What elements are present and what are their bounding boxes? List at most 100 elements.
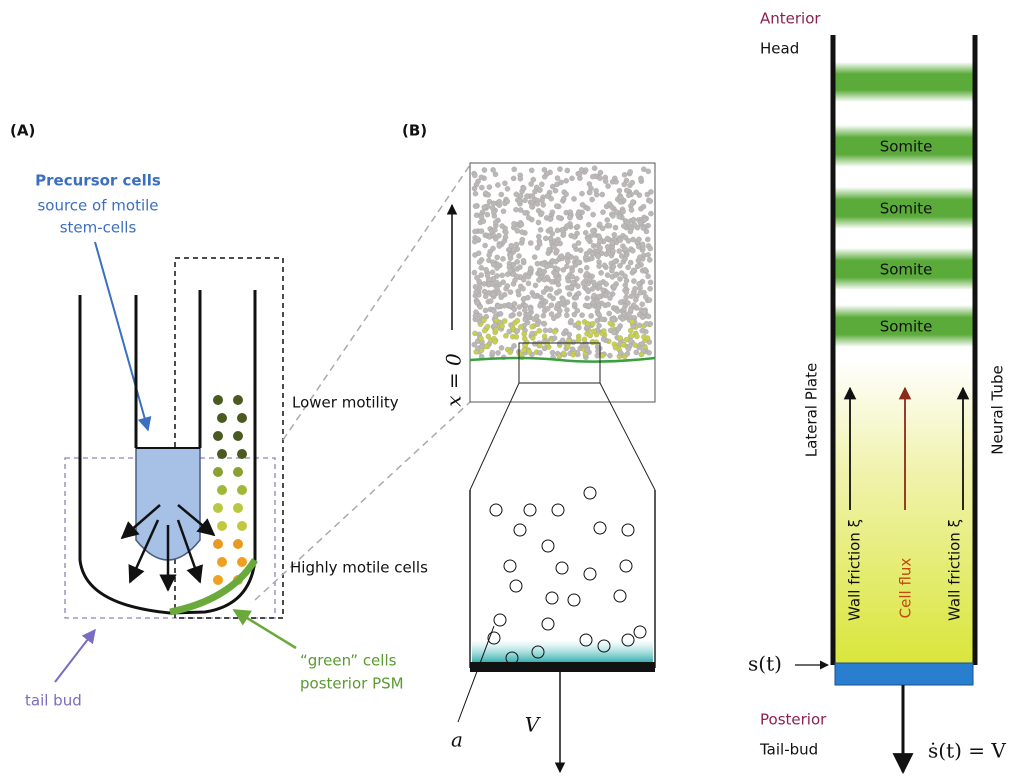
particle	[623, 294, 629, 301]
particle	[507, 302, 513, 309]
radius-label: a	[451, 728, 463, 752]
particle	[514, 328, 521, 334]
particle	[637, 254, 643, 261]
particle	[586, 303, 593, 310]
particle	[623, 187, 630, 194]
particle	[507, 289, 514, 295]
particle	[641, 308, 648, 315]
particle	[602, 292, 609, 299]
particle	[617, 299, 624, 306]
particle	[575, 337, 582, 343]
particle	[563, 191, 569, 197]
particle	[478, 265, 485, 271]
somite-label: Somite	[880, 138, 933, 156]
particle	[607, 295, 613, 301]
particle	[609, 268, 615, 274]
cell	[213, 395, 223, 405]
particle	[640, 203, 647, 210]
particle	[565, 343, 571, 350]
particle	[631, 221, 638, 228]
particle	[481, 204, 488, 210]
green-cells-band	[169, 558, 258, 616]
particle	[565, 258, 571, 265]
particle	[479, 343, 485, 350]
particle	[577, 267, 584, 274]
particle	[589, 339, 596, 346]
cell	[237, 521, 247, 531]
particle	[637, 289, 644, 296]
panel-b: (B) x = 0 a V	[402, 122, 656, 774]
particle	[554, 203, 560, 209]
particle	[618, 270, 625, 276]
particle	[531, 341, 538, 347]
particle	[564, 223, 570, 229]
particle	[624, 351, 631, 357]
particle	[587, 332, 593, 339]
particle	[522, 210, 528, 216]
radius-pointer	[457, 625, 495, 723]
particle	[552, 187, 559, 194]
particle	[490, 209, 497, 216]
particle	[472, 172, 478, 179]
particle	[615, 326, 622, 332]
particle	[594, 352, 601, 359]
cell	[217, 413, 227, 423]
particle	[554, 302, 561, 308]
particle	[565, 251, 571, 258]
particle	[541, 333, 548, 340]
cell	[493, 613, 507, 627]
particle	[513, 206, 519, 213]
particle	[599, 316, 605, 322]
particle	[503, 229, 509, 236]
cell	[217, 485, 227, 495]
particle	[522, 316, 529, 323]
particle	[478, 174, 485, 181]
particle	[648, 210, 654, 217]
particle	[643, 294, 649, 300]
somite-band	[834, 305, 974, 347]
particle	[537, 187, 543, 193]
particle	[541, 268, 548, 275]
particle	[542, 327, 549, 334]
particle	[493, 317, 500, 324]
particle	[579, 312, 585, 318]
particle	[503, 333, 509, 339]
cell	[213, 539, 223, 549]
particle	[574, 275, 580, 282]
particle	[558, 253, 565, 259]
cell	[531, 645, 545, 659]
particle	[541, 167, 548, 173]
particle	[597, 175, 603, 181]
particle	[546, 246, 552, 253]
cell	[237, 485, 247, 495]
particle	[589, 286, 596, 292]
particle	[614, 308, 621, 314]
particle	[555, 236, 561, 243]
particle	[507, 349, 513, 355]
particle	[639, 241, 646, 248]
particle	[647, 285, 653, 292]
particle	[486, 198, 493, 205]
particle	[628, 333, 635, 339]
particle	[491, 308, 497, 314]
highly-motile-label: Highly motile cells	[290, 559, 428, 577]
somite-band	[834, 62, 974, 102]
particle	[627, 259, 634, 266]
particle	[625, 264, 631, 271]
particle	[599, 352, 606, 359]
particle	[570, 279, 576, 286]
particle	[508, 242, 515, 249]
particle	[516, 351, 523, 357]
cell	[545, 591, 559, 605]
particle	[618, 194, 624, 201]
particle	[516, 253, 522, 259]
cell	[217, 557, 227, 567]
particle	[513, 241, 520, 248]
particle	[473, 289, 479, 295]
particle	[486, 184, 493, 190]
cell	[233, 539, 243, 549]
particle	[478, 228, 485, 234]
somite-label: Somite	[880, 318, 933, 336]
panel-label: (A)	[10, 122, 35, 140]
particle	[555, 276, 562, 283]
